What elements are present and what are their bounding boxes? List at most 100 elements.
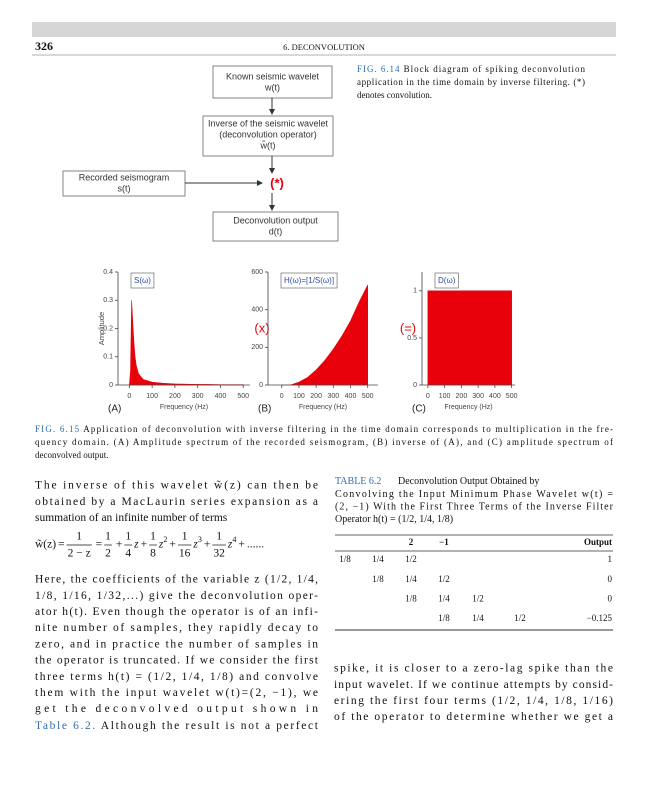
spectrum-area: [129, 300, 244, 386]
y-tick-label: 0.2: [103, 325, 113, 332]
table-cell: 1/2: [405, 554, 417, 564]
caption-label: FIG. 6.15: [35, 424, 80, 434]
x-tick-label: 400: [489, 393, 501, 400]
caption-text: denotes convolution.: [357, 90, 432, 100]
panel-legend: S(ω): [134, 276, 151, 285]
fraction-denominator: 8: [150, 548, 156, 560]
fraction-numerator: 1: [150, 531, 156, 543]
box-label: Recorded seismogram: [79, 172, 170, 182]
box-label: (deconvolution operator): [219, 129, 317, 139]
table-caption-text: Convolving the Input Minimum Phase Wavel…: [335, 489, 613, 500]
table-header: 2: [409, 537, 414, 547]
x-tick-label: 500: [362, 393, 374, 400]
fraction-numerator: 1: [182, 531, 188, 543]
table-cell: 0: [608, 574, 613, 584]
equation-sign: =: [96, 539, 103, 551]
table-cell: 1/4: [372, 554, 384, 564]
x-tick-label: 300: [192, 393, 204, 400]
diagram-arrows: [185, 98, 275, 211]
caption-label: FIG. 6.14: [357, 64, 400, 74]
table-caption-text: Deconvolution Output Obtained by: [398, 476, 539, 487]
running-title: 6. DECONVOLUTION: [283, 42, 365, 52]
y-tick-label: 1: [413, 288, 417, 295]
table-cell: 1/8: [405, 593, 417, 603]
panel-legend: D(ω): [438, 276, 456, 285]
table-cell: 1/8: [339, 554, 351, 564]
box-label: d(t): [269, 226, 283, 236]
fraction-denominator: 2 − z: [68, 548, 91, 560]
fraction-denominator: 4: [125, 548, 131, 560]
y-tick-label: 0: [109, 382, 113, 389]
table-cell: 1/4: [472, 613, 484, 623]
table-cell: 1/8: [438, 613, 450, 623]
x-tick-label: 500: [237, 393, 249, 400]
y-axis-label: Amplitude: [97, 312, 106, 345]
caption: FIG. 6.15 Application of deconvolution w…: [35, 424, 613, 434]
equation-sign: +: [169, 539, 176, 551]
caption: FIG. 6.14 Block diagram of spiking decon…: [357, 64, 586, 74]
caption-text: deconvolved output.: [35, 450, 109, 460]
spectrum-area: [427, 290, 512, 386]
equation-sign: =: [58, 539, 65, 551]
y-tick-label: 0.5: [407, 335, 417, 342]
spectrum-area: [281, 285, 368, 386]
x-tick-label: 200: [456, 393, 468, 400]
fraction-numerator: 1: [105, 531, 111, 543]
body-line: Table 6.2. Although the result is not a …: [35, 719, 319, 731]
table-cell: 1: [608, 554, 613, 564]
fraction-denominator: 16: [179, 548, 191, 560]
equation-exponent: 4: [232, 535, 236, 544]
body-line: get the deconvolved output shown in: [35, 703, 318, 715]
equation-variable: z: [158, 539, 164, 551]
fraction-denominator: 32: [213, 548, 225, 560]
table-cell: 0: [608, 593, 613, 603]
body-line: obtained by a MacLaurin series expansion…: [35, 496, 318, 508]
box-label: w(t): [264, 82, 280, 92]
equation-sign: +: [238, 539, 245, 551]
fraction-numerator: 1: [125, 531, 131, 543]
equation-exponent: 2: [163, 535, 167, 544]
body-line: three terms h(t) = (1/2, 1/4, 1/8) and c…: [35, 671, 318, 683]
x-tick-label: 100: [439, 393, 451, 400]
legend-box: [280, 272, 338, 289]
fraction-numerator: 1: [76, 531, 82, 543]
x-tick-label: 500: [506, 393, 518, 400]
table-header: Output: [584, 537, 612, 547]
body-line: summation of an infinite number of terms: [35, 512, 228, 524]
y-tick-label: 0: [413, 382, 417, 389]
x-tick-label: 100: [293, 393, 305, 400]
x-tick-label: 400: [215, 393, 227, 400]
fraction-numerator: 1: [216, 531, 222, 543]
table-cell: −0.125: [587, 613, 613, 623]
fraction-denominator: 2: [105, 548, 111, 560]
y-tick-label: 200: [251, 344, 263, 351]
x-tick-label: 200: [310, 393, 322, 400]
body-line: the operator is truncated. If we conside…: [35, 655, 319, 667]
table-caption-text: (2, −1) With the First Three Terms of th…: [335, 501, 614, 512]
x-axis-label: Frequency (Hz): [299, 404, 347, 411]
equation-sign: +: [204, 539, 211, 551]
equation-sign: +: [116, 539, 123, 551]
panel-tag: (A): [108, 404, 121, 415]
y-tick-label: 600: [251, 269, 263, 276]
panel-legend: H(ω)=[1/S(ω)]: [284, 276, 334, 285]
panel-operator: (x): [254, 320, 269, 335]
body-line: ator h(t). Even though the operator is o…: [35, 606, 318, 618]
panel-operator: (=): [400, 320, 416, 335]
caption-text: Application of deconvolution with invers…: [83, 424, 613, 434]
legend-box: [434, 272, 459, 289]
x-tick-label: 300: [327, 393, 339, 400]
y-tick-label: 0.4: [103, 269, 113, 276]
panel-tag: (C): [412, 404, 426, 415]
box-label: Known seismic wavelet: [226, 71, 320, 81]
body-line: 1/8, 1/16, 1/32,...) give the deconvolut…: [35, 590, 318, 602]
caption-text: application in the time domain by invers…: [357, 77, 585, 87]
legend-box: [130, 272, 155, 289]
table-link: Table 6.2.: [35, 719, 95, 731]
body-line: zero, and in practice the number of samp…: [35, 638, 318, 650]
y-tick-label: 400: [251, 307, 263, 314]
x-tick-label: 0: [127, 393, 131, 400]
page-number: 326: [35, 39, 53, 53]
x-axis-label: Frequency (Hz): [444, 404, 492, 411]
body-text: Although the result is not a perfect: [97, 719, 319, 731]
